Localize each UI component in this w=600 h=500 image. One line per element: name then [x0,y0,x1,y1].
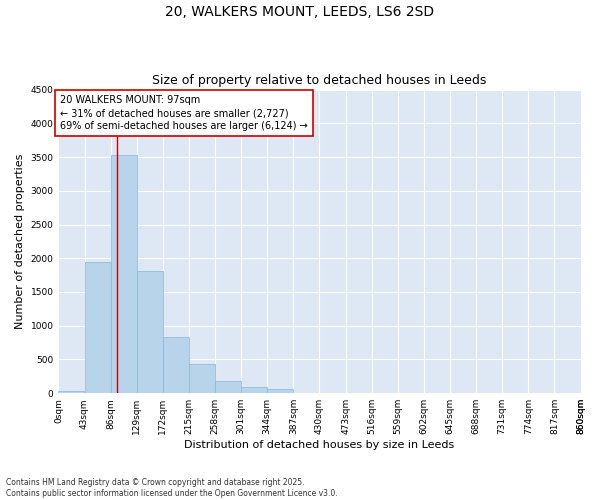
Title: Size of property relative to detached houses in Leeds: Size of property relative to detached ho… [152,74,487,87]
Bar [85,262,110,393]
Bar [58,391,85,393]
Bar [163,337,189,393]
Bar [137,271,163,393]
Bar [241,387,267,393]
Bar [189,364,215,393]
X-axis label: Distribution of detached houses by size in Leeds: Distribution of detached houses by size … [184,440,455,450]
Text: Contains HM Land Registry data © Crown copyright and database right 2025.
Contai: Contains HM Land Registry data © Crown c… [6,478,338,498]
Bar [268,390,293,393]
Bar [215,382,241,393]
Text: 20 WALKERS MOUNT: 97sqm
← 31% of detached houses are smaller (2,727)
69% of semi: 20 WALKERS MOUNT: 97sqm ← 31% of detache… [60,95,308,132]
Y-axis label: Number of detached properties: Number of detached properties [15,154,25,329]
Bar [110,155,137,393]
Text: 20, WALKERS MOUNT, LEEDS, LS6 2SD: 20, WALKERS MOUNT, LEEDS, LS6 2SD [166,5,434,19]
